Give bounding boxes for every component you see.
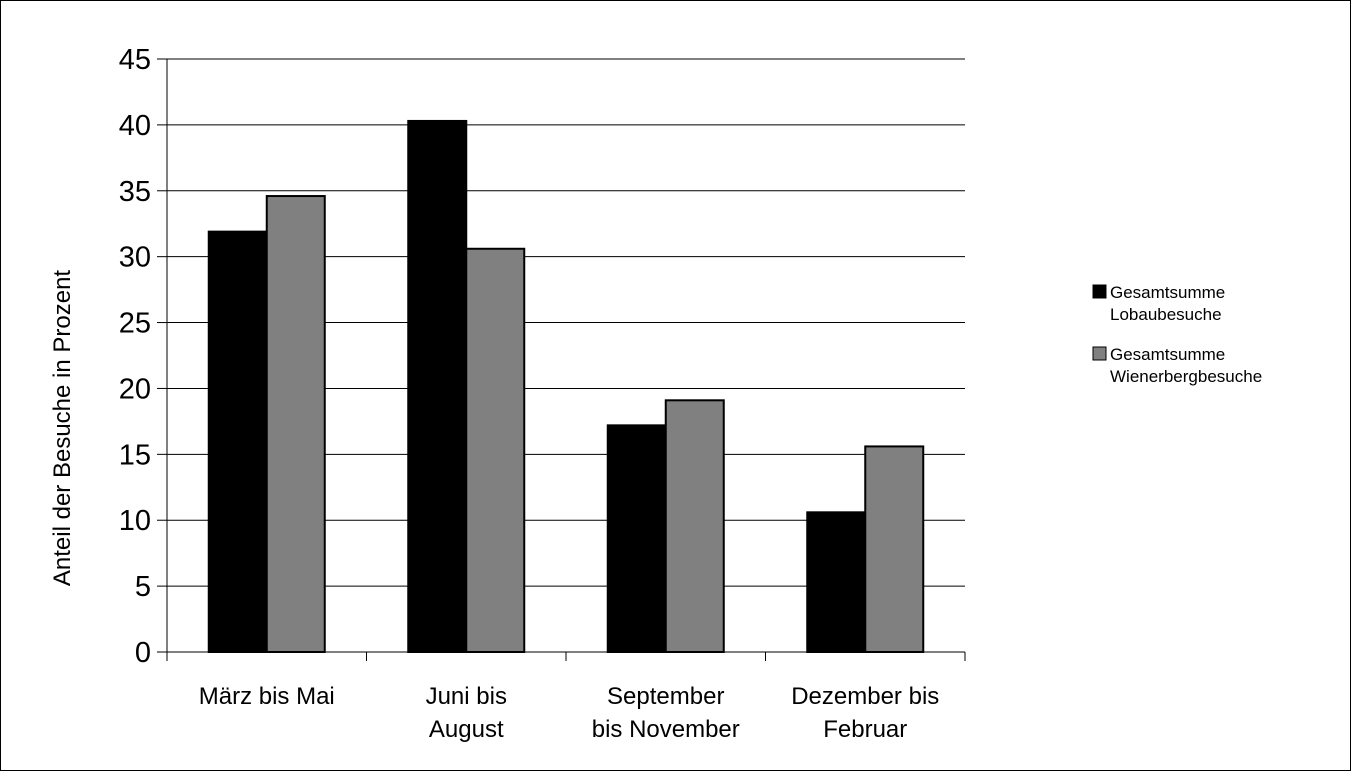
- y-tick-label: 15: [119, 439, 151, 471]
- bar-series-1: [207, 230, 268, 654]
- legend-swatch: [1092, 346, 1107, 361]
- bar-series-2: [265, 195, 326, 653]
- y-tick-label: 40: [119, 110, 151, 142]
- x-tick-label: Februar: [823, 716, 907, 743]
- legend-label: Gesamtsumme: [1110, 345, 1225, 364]
- bar-series-1: [407, 119, 468, 654]
- y-tick-label: 25: [119, 308, 151, 340]
- y-axis-title: Anteil der Besuche in Prozent: [49, 270, 76, 587]
- legend-swatch: [1092, 284, 1107, 299]
- y-tick-label: 0: [135, 637, 151, 669]
- bar-series-2: [664, 399, 725, 653]
- bar-series-2: [864, 445, 925, 653]
- x-tick-label: Juni bis: [426, 683, 507, 710]
- axes: [157, 58, 966, 661]
- legend: Gesamtsumme Lobaubesuche Gesamtsumme Wiener…: [1092, 283, 1262, 386]
- x-tick-label: August: [429, 716, 504, 743]
- bar-series-1: [806, 511, 867, 653]
- x-tick-labels: März bis Mai Juni bis August September bis N…: [199, 683, 940, 743]
- x-tick-label: Dezember bis: [791, 683, 939, 710]
- y-tick-labels: 0 5 10 15 20 25 30 35 40 45: [119, 44, 151, 669]
- x-tick-label: September: [607, 683, 724, 710]
- y-tick-label: 30: [119, 242, 151, 274]
- legend-label: Lobaubesuche: [1110, 305, 1222, 324]
- y-tick-label: 45: [119, 44, 151, 76]
- bar-series-1: [606, 424, 667, 653]
- y-tick-label: 10: [119, 505, 151, 537]
- legend-label: Gesamtsumme: [1110, 283, 1225, 302]
- y-tick-label: 5: [135, 571, 151, 603]
- bars: [207, 119, 925, 654]
- x-tick-label: März bis Mai: [199, 683, 335, 710]
- legend-label: Wienerbergbesuche: [1110, 367, 1262, 386]
- y-tick-label: 20: [119, 373, 151, 405]
- x-tick-label: bis November: [592, 716, 740, 743]
- y-tick-label: 35: [119, 176, 151, 208]
- bar-series-2: [465, 247, 526, 653]
